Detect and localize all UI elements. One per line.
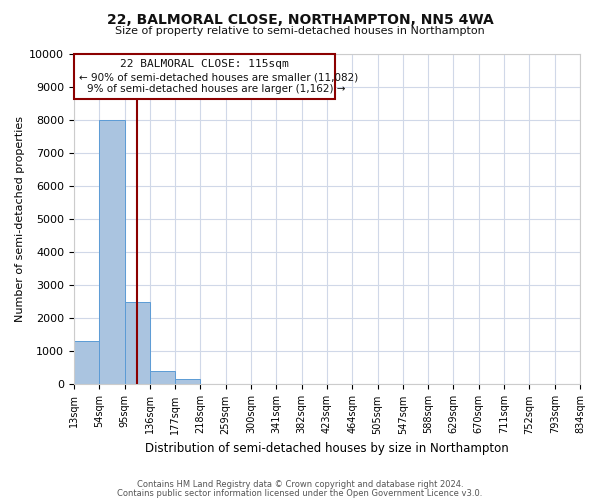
Text: 22 BALMORAL CLOSE: 115sqm: 22 BALMORAL CLOSE: 115sqm — [120, 59, 289, 69]
Text: 9% of semi-detached houses are larger (1,162) →: 9% of semi-detached houses are larger (1… — [86, 84, 345, 94]
Text: ← 90% of semi-detached houses are smaller (11,082): ← 90% of semi-detached houses are smalle… — [79, 72, 358, 82]
Bar — [125, 302, 150, 384]
Text: 22, BALMORAL CLOSE, NORTHAMPTON, NN5 4WA: 22, BALMORAL CLOSE, NORTHAMPTON, NN5 4WA — [107, 12, 493, 26]
Bar — [99, 120, 125, 384]
Y-axis label: Number of semi-detached properties: Number of semi-detached properties — [15, 116, 25, 322]
Text: Contains HM Land Registry data © Crown copyright and database right 2024.: Contains HM Land Registry data © Crown c… — [137, 480, 463, 489]
Text: Size of property relative to semi-detached houses in Northampton: Size of property relative to semi-detach… — [115, 26, 485, 36]
Bar — [74, 54, 335, 98]
Text: Contains public sector information licensed under the Open Government Licence v3: Contains public sector information licen… — [118, 488, 482, 498]
Bar — [175, 380, 200, 384]
Bar — [150, 371, 175, 384]
X-axis label: Distribution of semi-detached houses by size in Northampton: Distribution of semi-detached houses by … — [145, 442, 509, 455]
Bar — [74, 342, 99, 384]
